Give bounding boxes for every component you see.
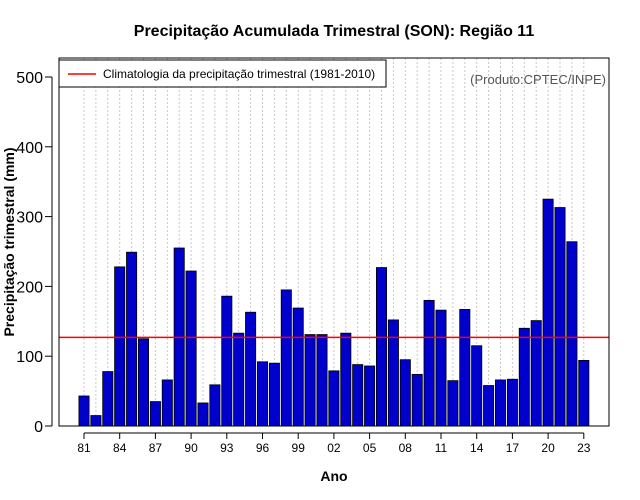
bar-1999 <box>292 307 304 427</box>
bar-1996 <box>256 361 268 427</box>
bar-2013 <box>459 309 471 427</box>
bar-2007 <box>387 319 399 427</box>
chart-title: Precipitação Acumulada Trimestral (SON):… <box>134 23 535 40</box>
x-tick-label-2005: 05 <box>363 441 377 455</box>
y-tick-label-200: 200 <box>16 279 43 296</box>
x-tick-label-1993: 93 <box>220 441 234 455</box>
x-tick-label-1984: 84 <box>113 441 127 455</box>
bar-1998 <box>280 289 292 427</box>
y-tick-label-400: 400 <box>16 140 43 157</box>
x-tick-label-2014: 14 <box>470 441 484 455</box>
bar-1984 <box>114 266 126 427</box>
x-tick-label-2002: 02 <box>327 441 341 455</box>
bar-2010 <box>423 299 435 427</box>
y-tick-label-0: 0 <box>34 419 43 436</box>
bar-1990 <box>185 270 197 427</box>
bar-2016 <box>494 379 506 427</box>
bar-1986 <box>137 338 149 427</box>
source-note: (Produto:CPTEC/INPE) <box>470 72 606 87</box>
bar-2018 <box>518 327 530 427</box>
bar-2015 <box>483 385 495 427</box>
bar-1993 <box>221 295 233 427</box>
bar-2001 <box>316 334 328 427</box>
x-tick-label-1990: 90 <box>184 441 198 455</box>
bar-series <box>78 198 590 427</box>
x-tick-label-2008: 08 <box>399 441 413 455</box>
bar-2012 <box>447 380 459 427</box>
y-tick-label-300: 300 <box>16 210 43 227</box>
x-axis: 81 84 87 90 93 96 99 02 05 08 11 14 17 20 23 <box>77 432 591 455</box>
grid-lines <box>83 58 585 426</box>
bar-1995 <box>245 311 257 427</box>
bar-2004 <box>352 364 364 427</box>
bar-2003 <box>340 332 352 427</box>
bar-2006 <box>375 267 387 427</box>
bar-1991 <box>197 402 209 427</box>
bar-2021 <box>554 207 566 427</box>
y-axis: 0 100 200 300 400 500 <box>16 70 53 436</box>
y-tick-label-500: 500 <box>16 70 43 87</box>
bar-2023 <box>578 359 590 427</box>
bar-1988 <box>161 379 173 427</box>
bar-1997 <box>268 362 280 427</box>
bar-1982 <box>90 415 102 427</box>
legend: Climatologia da precipitação trimestral … <box>58 59 387 88</box>
bar-2005 <box>364 365 376 427</box>
y-tick-label-100: 100 <box>16 349 43 366</box>
x-tick-label-2020: 20 <box>541 441 555 455</box>
bar-1983 <box>102 371 114 427</box>
legend-box <box>58 59 387 88</box>
bar-2002 <box>328 370 340 427</box>
x-tick-label-1987: 87 <box>149 441 163 455</box>
bar-1994 <box>233 332 245 427</box>
bar-2009 <box>411 373 423 427</box>
x-tick-label-2023: 23 <box>577 441 591 455</box>
x-tick-label-1996: 96 <box>256 441 270 455</box>
bar-1987 <box>149 401 161 427</box>
bar-2022 <box>566 241 578 427</box>
x-axis-title: Ano <box>320 468 347 484</box>
bar-2014 <box>471 345 483 427</box>
bar-2011 <box>435 309 447 427</box>
bar-2019 <box>530 320 542 427</box>
x-tick-label-1999: 99 <box>292 441 306 455</box>
x-tick-label-2011: 11 <box>435 441 448 455</box>
y-axis-title: Precipitação trimestral (mm) <box>1 147 17 336</box>
plot-frame <box>58 57 610 427</box>
bar-1981 <box>78 395 90 427</box>
x-tick-label-1981: 81 <box>77 441 91 455</box>
bar-2000 <box>304 334 316 427</box>
bar-2017 <box>506 378 518 427</box>
bar-2008 <box>399 359 411 427</box>
x-tick-label-2017: 17 <box>506 441 520 455</box>
legend-label: Climatologia da precipitação trimestral … <box>103 67 375 81</box>
bar-1992 <box>209 384 221 427</box>
bar-2020 <box>542 198 554 427</box>
bar-1985 <box>126 251 138 427</box>
